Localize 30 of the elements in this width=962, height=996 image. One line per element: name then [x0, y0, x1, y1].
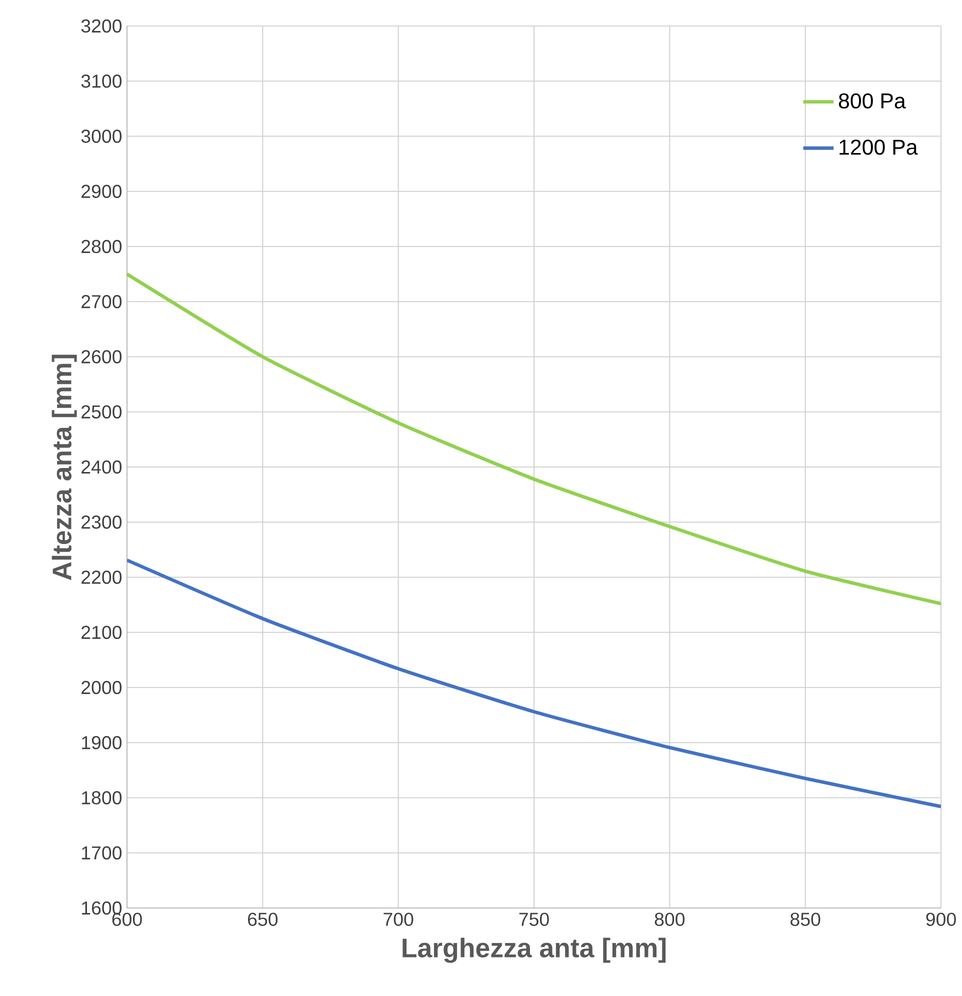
- y-tick-label: 2600: [82, 350, 122, 364]
- x-tick-label: 750: [519, 912, 549, 926]
- y-tick-label: 2500: [82, 405, 122, 419]
- y-tick-label: 2800: [82, 240, 122, 254]
- y-tick-label: 3100: [81, 74, 122, 88]
- y-tick-label: 1600: [82, 901, 122, 915]
- legend-label: 800 Pa: [838, 93, 906, 109]
- x-tick-label: 800: [654, 912, 685, 926]
- y-tick-label: 1800: [82, 791, 122, 804]
- x-tick-label: 600: [112, 912, 142, 926]
- x-tick-label: 700: [384, 912, 414, 926]
- y-tick-label: 2100: [82, 626, 122, 640]
- x-axis-title: Larghezza anta [mm]: [402, 938, 666, 963]
- x-tick-label: 900: [926, 912, 956, 926]
- y-tick-label: 2200: [82, 570, 122, 584]
- y-tick-label: 2400: [82, 460, 122, 474]
- y-tick-label: 3000: [81, 130, 122, 143]
- y-tick-label: 3200: [81, 19, 122, 33]
- y-tick-label: 2300: [82, 515, 122, 529]
- y-tick-label: 1900: [82, 736, 122, 750]
- x-tick-label: 850: [790, 912, 820, 926]
- line-series: [127, 272, 941, 606]
- legend-label: 1200 Pa: [840, 140, 918, 155]
- y-tick-label: 2900: [82, 184, 122, 198]
- y-tick-label: 2700: [82, 294, 122, 308]
- y-tick-label: 1700: [82, 846, 122, 860]
- x-tick-label: 650: [248, 912, 278, 926]
- y-axis-title: Altezza anta [mm]: [52, 354, 77, 580]
- y-tick-label: 2000: [82, 680, 122, 694]
- line-series: [127, 558, 941, 808]
